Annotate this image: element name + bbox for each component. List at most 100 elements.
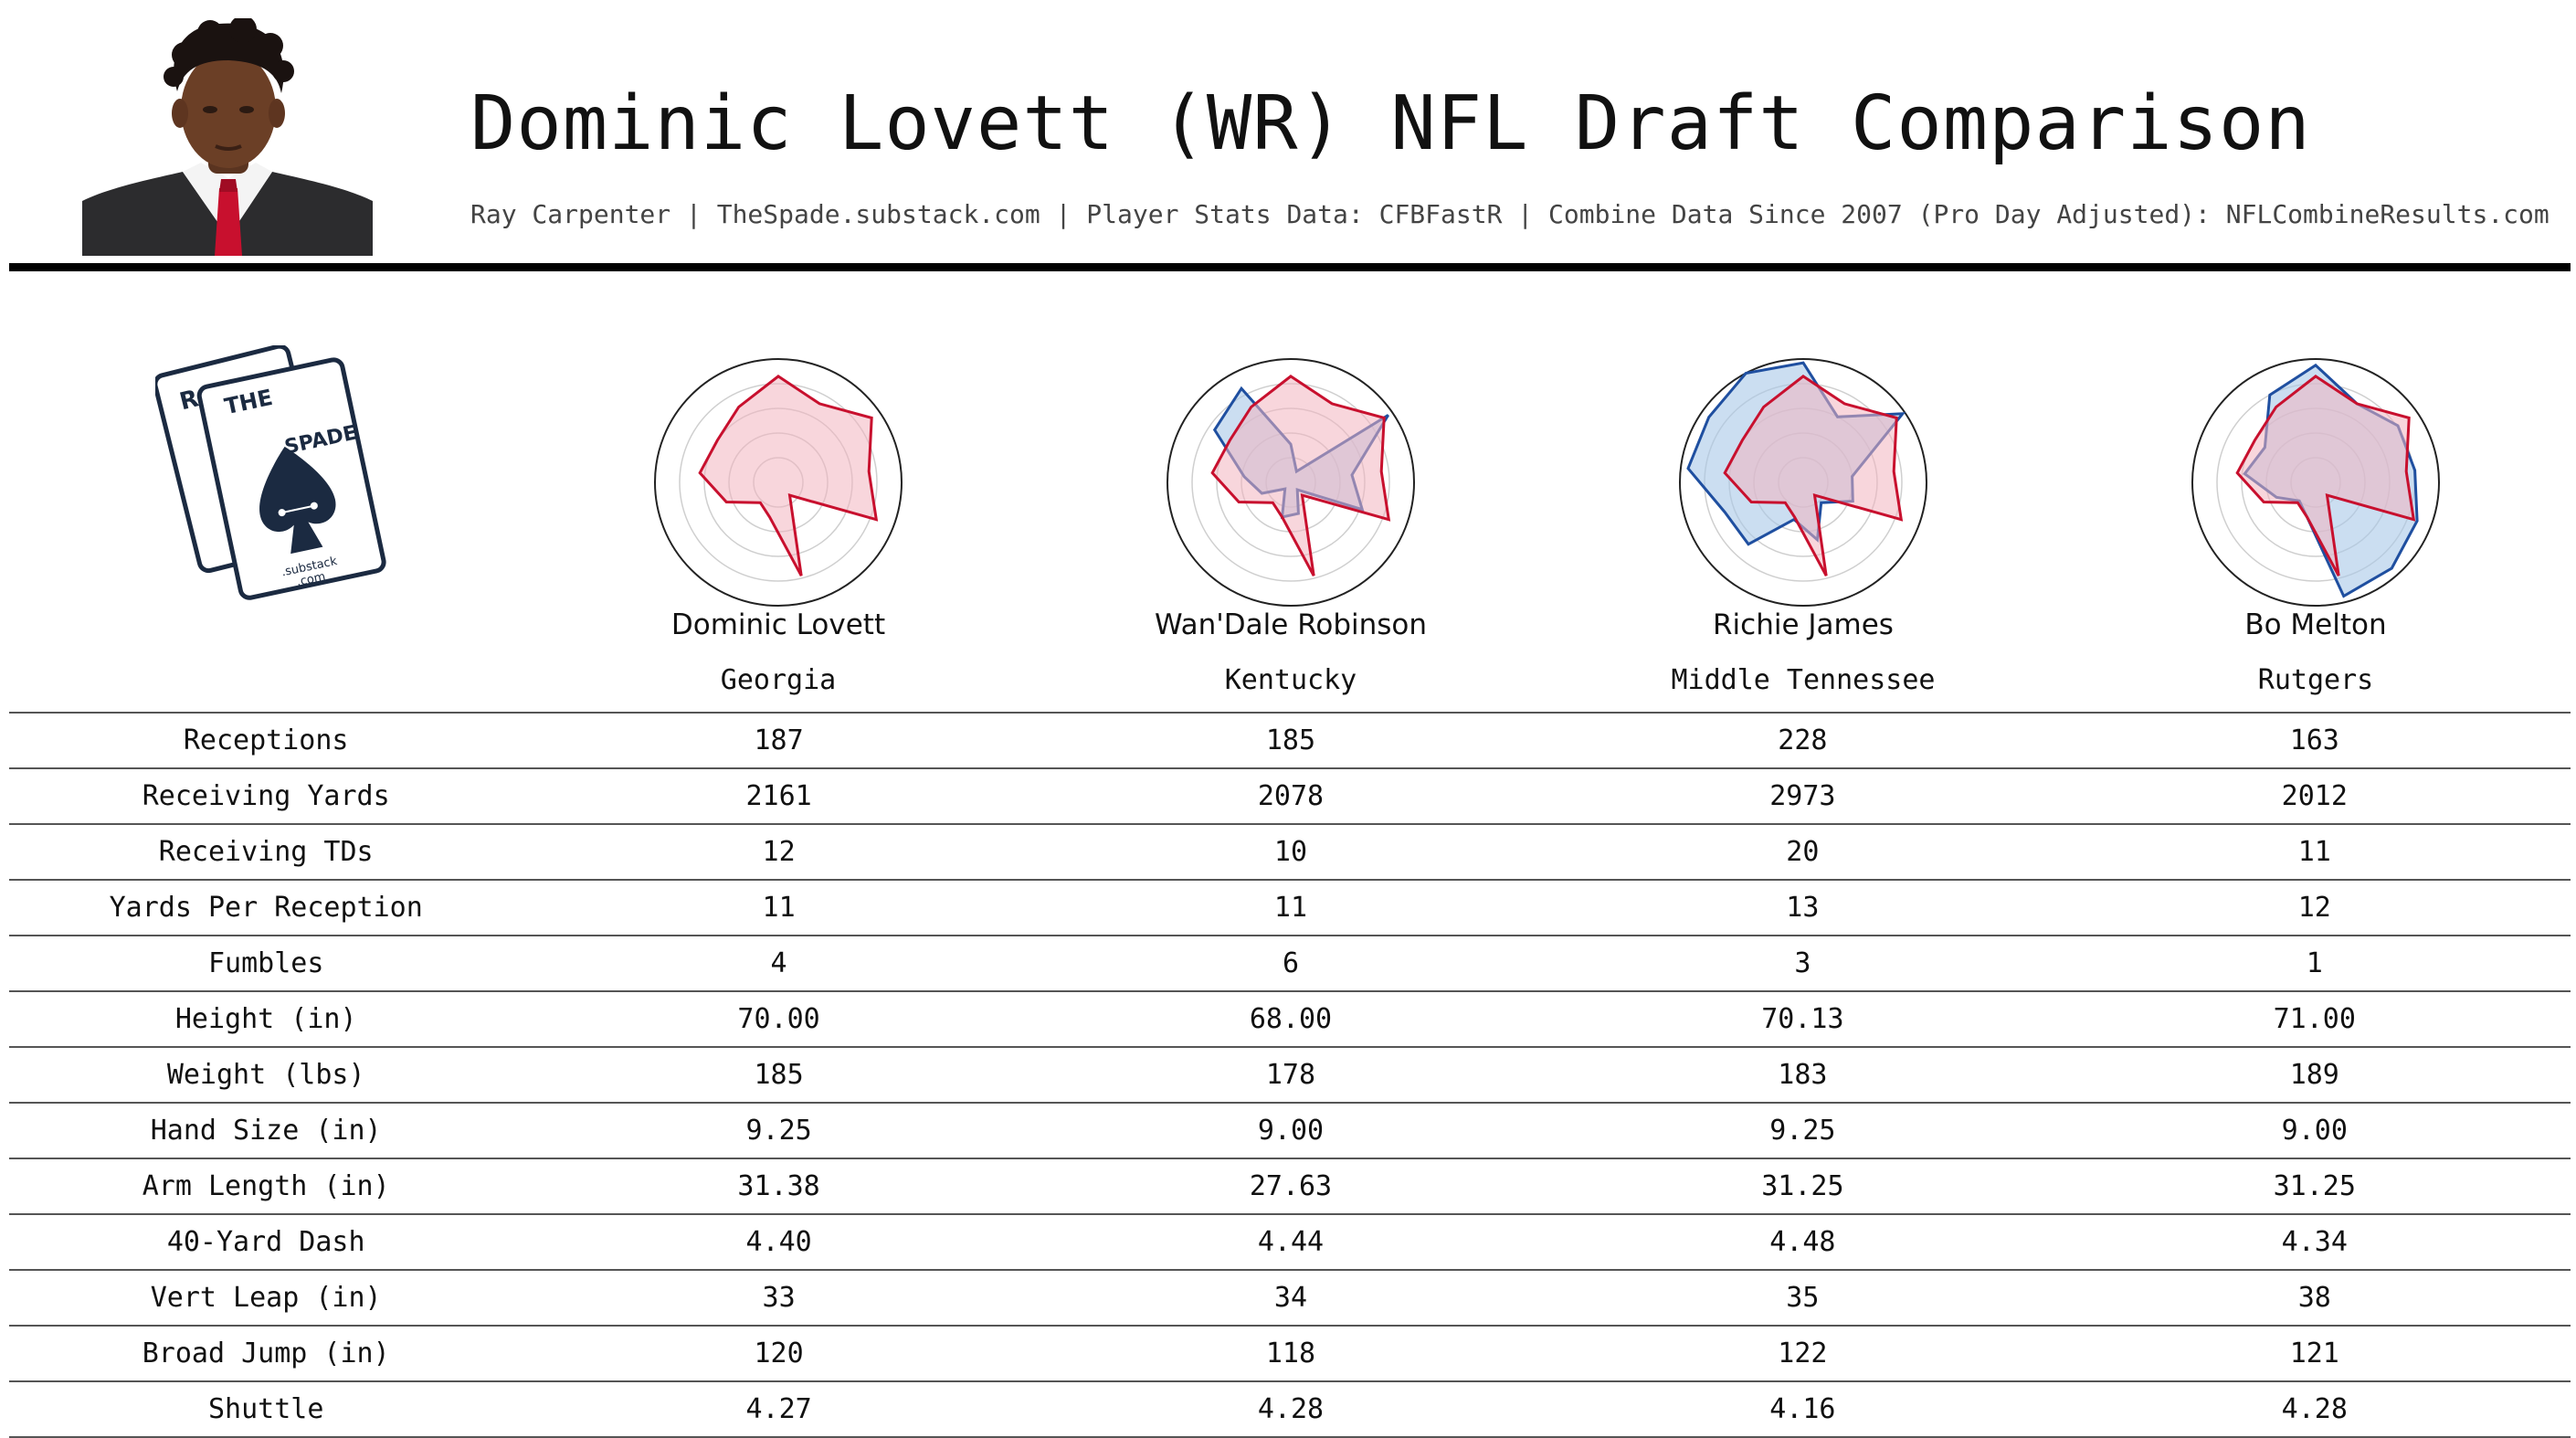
player-headshot [82, 18, 373, 256]
page-subtitle: Ray Carpenter | TheSpade.substack.com | … [470, 199, 2550, 229]
player-school-1: Georgia [720, 664, 837, 696]
radar-chart-bo-melton [2191, 358, 2440, 607]
table-row: Broad Jump (in) 120 118 122 121 [9, 1325, 2571, 1381]
table-cell: 20 [1547, 823, 2059, 880]
player-school-2: Kentucky [1224, 664, 1357, 696]
table-cell: 31.25 [1547, 1158, 2059, 1214]
table-row: Vert Leap (in) 33 34 35 38 [9, 1269, 2571, 1326]
radar-outer-ring [654, 358, 903, 607]
table-cell: 2161 [523, 767, 1035, 824]
radar-series-target [698, 375, 879, 576]
radar-outer-ring [2191, 358, 2440, 607]
table-cell: 2078 [1034, 767, 1547, 824]
page-title: Dominic Lovett (WR) NFL Draft Comparison [470, 80, 2311, 167]
table-cell: 4.28 [2058, 1380, 2571, 1438]
table-cell: 4.44 [1034, 1213, 1547, 1270]
table-cell: 118 [1034, 1325, 1547, 1381]
table-cell: 71.00 [2058, 990, 2571, 1047]
table-cell: 121 [2058, 1325, 2571, 1381]
the-spade-logo: RC THE SPADE .substack .com [155, 345, 386, 600]
player-name-3: Richie James [1713, 608, 1894, 641]
table-cell: 4.34 [2058, 1213, 2571, 1270]
row-label: Arm Length (in) [9, 1158, 523, 1214]
row-label: Broad Jump (in) [9, 1325, 523, 1381]
header-divider [9, 263, 2571, 271]
table-cell: 3 [1547, 935, 2059, 991]
table-cell: 2012 [2058, 767, 2571, 824]
table-row: Receiving TDs 12 10 20 11 [9, 823, 2571, 880]
table-row: Height (in) 70.00 68.00 70.13 71.00 [9, 990, 2571, 1047]
logo-com: .com [295, 570, 326, 589]
player-school-4: Rutgers [2257, 664, 2374, 696]
row-label: Receiving Yards [9, 767, 523, 824]
table-row: Receiving Yards 2161 2078 2973 2012 [9, 767, 2571, 824]
table-cell: 11 [523, 879, 1035, 936]
row-label: Receptions [9, 712, 523, 768]
table-row: Receptions 187 185 228 163 [9, 712, 2571, 768]
table-cell: 9.25 [523, 1102, 1035, 1158]
table-cell: 11 [2058, 823, 2571, 880]
table-cell: 13 [1547, 879, 2059, 936]
table-cell: 12 [523, 823, 1035, 880]
radar-series-target [2235, 375, 2416, 576]
table-cell: 6 [1034, 935, 1547, 991]
table-cell: 189 [2058, 1046, 2571, 1103]
player-name-1: Dominic Lovett [670, 608, 886, 641]
table-cell: 35 [1547, 1269, 2059, 1326]
table-cell: 9.00 [1034, 1102, 1547, 1158]
table-cell: 12 [2058, 879, 2571, 936]
radar-outer-ring [1679, 358, 1927, 607]
row-label: Weight (lbs) [9, 1046, 523, 1103]
table-cell: 27.63 [1034, 1158, 1547, 1214]
row-label: Receiving TDs [9, 823, 523, 880]
player-school-3: Middle Tennessee [1671, 664, 1936, 696]
table-cell: 4.28 [1034, 1380, 1547, 1438]
radar-series-target [1723, 375, 1904, 576]
table-cell: 228 [1547, 712, 2059, 768]
table-cell: 4.40 [523, 1213, 1035, 1270]
table-row: Arm Length (in) 31.38 27.63 31.25 31.25 [9, 1158, 2571, 1214]
table-cell: 4.48 [1547, 1213, 2059, 1270]
table-row: Shuttle 4.27 4.28 4.16 4.28 [9, 1380, 2571, 1438]
row-label: Fumbles [9, 935, 523, 991]
row-label: Hand Size (in) [9, 1102, 523, 1158]
table-cell: 70.00 [523, 990, 1035, 1047]
player-name-2: Wan'Dale Robinson [1154, 608, 1428, 641]
table-row: Weight (lbs) 185 178 183 189 [9, 1046, 2571, 1103]
table-cell: 31.38 [523, 1158, 1035, 1214]
table-row: Fumbles 4 6 3 1 [9, 935, 2571, 991]
table-cell: 68.00 [1034, 990, 1547, 1047]
row-label: Yards Per Reception [9, 879, 523, 936]
player-name-4: Bo Melton [2244, 608, 2387, 641]
table-cell: 33 [523, 1269, 1035, 1326]
table-cell: 10 [1034, 823, 1547, 880]
table-cell: 120 [523, 1325, 1035, 1381]
radar-chart-richie-james [1679, 358, 1927, 607]
table-cell: 38 [2058, 1269, 2571, 1326]
table-cell: 178 [1034, 1046, 1547, 1103]
table-cell: 163 [2058, 712, 2571, 768]
table-cell: 4.16 [1547, 1380, 2059, 1438]
table-cell: 9.00 [2058, 1102, 2571, 1158]
radar-chart-wandale-robinson [1167, 358, 1415, 607]
table-cell: 9.25 [1547, 1102, 2059, 1158]
stats-table: Receptions 187 185 228 163 Receiving Yar… [9, 712, 2571, 1438]
row-label: Vert Leap (in) [9, 1269, 523, 1326]
row-label: Height (in) [9, 990, 523, 1047]
radar-chart-dominic-lovett [654, 358, 903, 607]
table-cell: 4 [523, 935, 1035, 991]
table-row: Yards Per Reception 11 11 13 12 [9, 879, 2571, 936]
row-label: Shuttle [9, 1380, 523, 1438]
table-cell: 122 [1547, 1325, 2059, 1381]
table-cell: 4.27 [523, 1380, 1035, 1438]
table-cell: 187 [523, 712, 1035, 768]
table-cell: 31.25 [2058, 1158, 2571, 1214]
table-cell: 185 [523, 1046, 1035, 1103]
table-row: Hand Size (in) 9.25 9.00 9.25 9.00 [9, 1102, 2571, 1158]
table-cell: 34 [1034, 1269, 1547, 1326]
table-cell: 183 [1547, 1046, 2059, 1103]
row-label: 40-Yard Dash [9, 1213, 523, 1270]
radar-outer-ring [1167, 358, 1415, 607]
table-cell: 11 [1034, 879, 1547, 936]
table-row: 40-Yard Dash 4.40 4.44 4.48 4.34 [9, 1213, 2571, 1270]
